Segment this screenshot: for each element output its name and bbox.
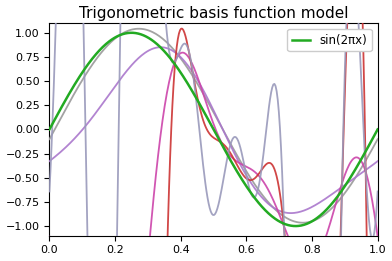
sin(2πx) — [225, 154, 230, 157]
sin(2πx) — [369, 140, 374, 143]
sin(2πx) — [47, 128, 52, 131]
sin(2πx) — [203, 114, 208, 117]
sin(2πx) — [243, 183, 248, 186]
sin(2πx) — [318, 214, 322, 217]
sin(2πx) — [293, 224, 298, 228]
sin(2πx) — [129, 31, 134, 34]
Line: sin(2πx): sin(2πx) — [49, 33, 377, 226]
Title: Trigonometric basis function model: Trigonometric basis function model — [79, 5, 348, 21]
sin(2πx) — [205, 117, 210, 121]
Legend: sin(2πx): sin(2πx) — [287, 29, 372, 51]
sin(2πx) — [375, 128, 380, 131]
